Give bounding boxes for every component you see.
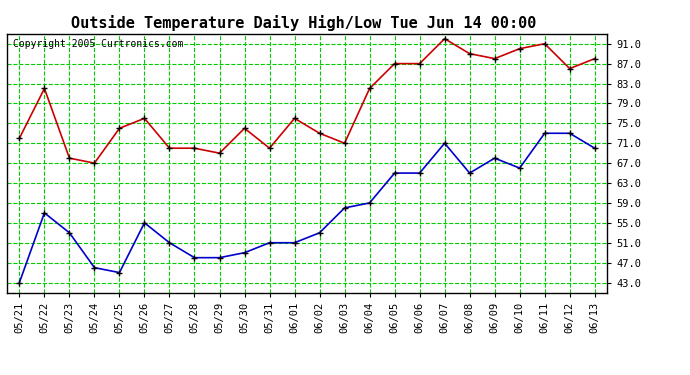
Text: Outside Temperature Daily High/Low Tue Jun 14 00:00: Outside Temperature Daily High/Low Tue J…	[71, 15, 536, 31]
Text: Copyright 2005 Curtronics.com: Copyright 2005 Curtronics.com	[13, 39, 184, 49]
